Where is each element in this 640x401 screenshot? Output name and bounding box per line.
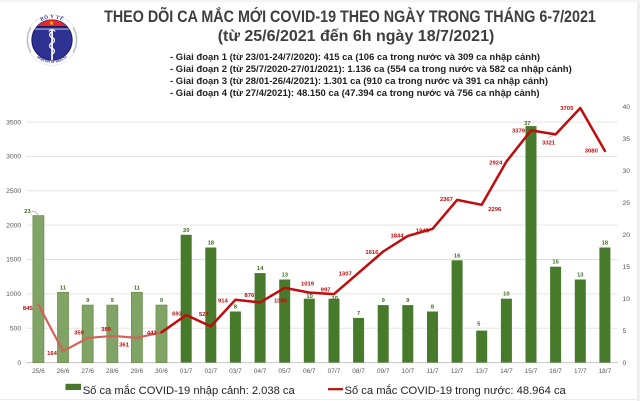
svg-text:2000: 2000 (6, 222, 21, 229)
svg-text:25/6: 25/6 (32, 368, 45, 375)
svg-text:3321: 3321 (542, 141, 556, 147)
svg-text:16: 16 (454, 253, 461, 259)
svg-text:13/7: 13/7 (475, 368, 488, 375)
svg-text:2296: 2296 (488, 207, 502, 213)
svg-text:27/6: 27/6 (81, 368, 94, 375)
svg-text:18/7: 18/7 (599, 368, 612, 375)
svg-text:1019: 1019 (301, 281, 315, 287)
svg-text:15: 15 (552, 260, 559, 266)
svg-text:3000: 3000 (6, 154, 21, 161)
svg-text:1307: 1307 (339, 272, 353, 278)
svg-text:13: 13 (577, 273, 584, 279)
svg-text:11/7: 11/7 (426, 368, 439, 375)
svg-text:20: 20 (623, 232, 631, 239)
svg-text:23: 23 (24, 209, 31, 215)
svg-text:13: 13 (281, 273, 288, 279)
svg-text:BỘ Y TẾ: BỘ Y TẾ (40, 14, 65, 22)
svg-text:04/7: 04/7 (254, 368, 267, 375)
svg-text:12/7: 12/7 (451, 368, 464, 375)
svg-text:25: 25 (623, 200, 631, 207)
svg-text:9: 9 (86, 298, 90, 304)
svg-text:15/7: 15/7 (525, 368, 538, 375)
svg-text:9: 9 (382, 298, 386, 304)
svg-text:441: 441 (147, 331, 158, 337)
svg-text:05/7: 05/7 (278, 368, 291, 375)
svg-text:Số ca mắc COVID-19 trong nước:: Số ca mắc COVID-19 trong nước: 48.964 ca (345, 384, 567, 397)
svg-text:10: 10 (331, 296, 337, 302)
svg-text:29/6: 29/6 (131, 368, 144, 375)
svg-text:16/7: 16/7 (549, 368, 562, 375)
svg-text:17/7: 17/7 (574, 368, 587, 375)
svg-text:2367: 2367 (440, 197, 454, 203)
svg-text:5: 5 (477, 321, 481, 327)
svg-text:1000: 1000 (6, 291, 21, 298)
svg-text:164: 164 (47, 351, 58, 357)
svg-text:09/7: 09/7 (377, 368, 390, 375)
svg-text:26/6: 26/6 (57, 368, 70, 375)
svg-text:02/7: 02/7 (204, 368, 217, 375)
svg-text:361: 361 (119, 343, 130, 349)
svg-text:20: 20 (183, 228, 189, 234)
svg-text:8: 8 (234, 305, 238, 311)
svg-text:876: 876 (244, 293, 255, 299)
svg-text:9: 9 (111, 298, 115, 304)
svg-text:01/7: 01/7 (180, 368, 193, 375)
svg-text:3379: 3379 (512, 129, 526, 135)
svg-text:997: 997 (321, 288, 332, 294)
svg-text:2500: 2500 (6, 188, 21, 195)
svg-text:14: 14 (257, 266, 264, 272)
svg-text:18: 18 (602, 241, 609, 247)
svg-text:914: 914 (218, 299, 229, 305)
svg-text:15: 15 (623, 264, 631, 271)
svg-text:527: 527 (199, 312, 210, 318)
svg-text:35: 35 (623, 136, 631, 143)
svg-text:1089: 1089 (274, 299, 288, 305)
svg-text:2924: 2924 (489, 160, 503, 166)
svg-text:845: 845 (23, 306, 34, 312)
svg-text:Số ca mắc COVID-19 nhập cảnh:: Số ca mắc COVID-19 nhập cảnh: 2.038 ca (83, 384, 296, 397)
svg-text:389: 389 (101, 327, 112, 333)
svg-text:9: 9 (160, 298, 164, 304)
svg-text:9: 9 (406, 298, 410, 304)
svg-text:1616: 1616 (365, 250, 379, 256)
svg-text:★: ★ (49, 20, 54, 27)
svg-text:11: 11 (60, 285, 67, 291)
svg-text:06/7: 06/7 (303, 368, 316, 375)
svg-text:37: 37 (524, 121, 530, 127)
svg-text:10/7: 10/7 (401, 368, 414, 375)
svg-text:10: 10 (503, 292, 509, 298)
svg-text:1945: 1945 (416, 228, 430, 234)
svg-text:03/7: 03/7 (229, 368, 242, 375)
svg-text:18: 18 (208, 241, 215, 247)
svg-text:1844: 1844 (390, 233, 404, 239)
svg-text:5: 5 (623, 328, 627, 335)
svg-text:08/7: 08/7 (352, 368, 365, 375)
svg-text:30: 30 (623, 168, 631, 175)
svg-text:1500: 1500 (6, 257, 21, 264)
svg-text:11: 11 (134, 285, 141, 291)
svg-text:30/6: 30/6 (155, 368, 168, 375)
svg-text:07/7: 07/7 (328, 368, 341, 375)
svg-text:3080: 3080 (585, 149, 599, 155)
svg-text:693: 693 (172, 312, 183, 318)
svg-text:7: 7 (357, 311, 360, 317)
svg-text:0: 0 (17, 360, 21, 367)
svg-text:359: 359 (74, 331, 85, 337)
svg-text:28/6: 28/6 (106, 368, 119, 375)
svg-text:8: 8 (431, 305, 435, 311)
svg-text:10: 10 (306, 294, 312, 300)
svg-text:0: 0 (623, 360, 627, 367)
svg-text:3500: 3500 (6, 119, 21, 126)
svg-text:3705: 3705 (560, 106, 574, 112)
svg-text:10: 10 (623, 296, 631, 303)
svg-text:14/7: 14/7 (500, 368, 513, 375)
svg-text:40: 40 (623, 104, 631, 111)
svg-text:500: 500 (10, 325, 22, 332)
